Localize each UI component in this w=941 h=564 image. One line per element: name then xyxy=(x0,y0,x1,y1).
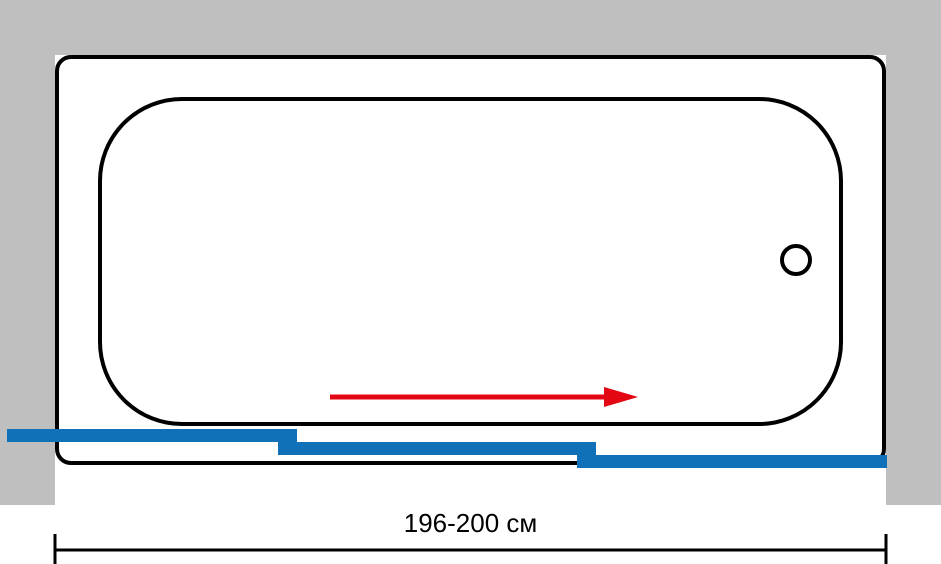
panel-segment-1 xyxy=(7,429,297,442)
drain-icon xyxy=(782,246,810,274)
dimension-label: 196-200 см xyxy=(404,508,538,538)
panel-segment-3 xyxy=(577,455,887,468)
panel-segment-2 xyxy=(278,442,596,455)
wall-right xyxy=(886,0,941,505)
bathtub-diagram: 196-200 см xyxy=(0,0,941,564)
tub-inner xyxy=(100,99,841,424)
wall-top xyxy=(0,0,941,55)
